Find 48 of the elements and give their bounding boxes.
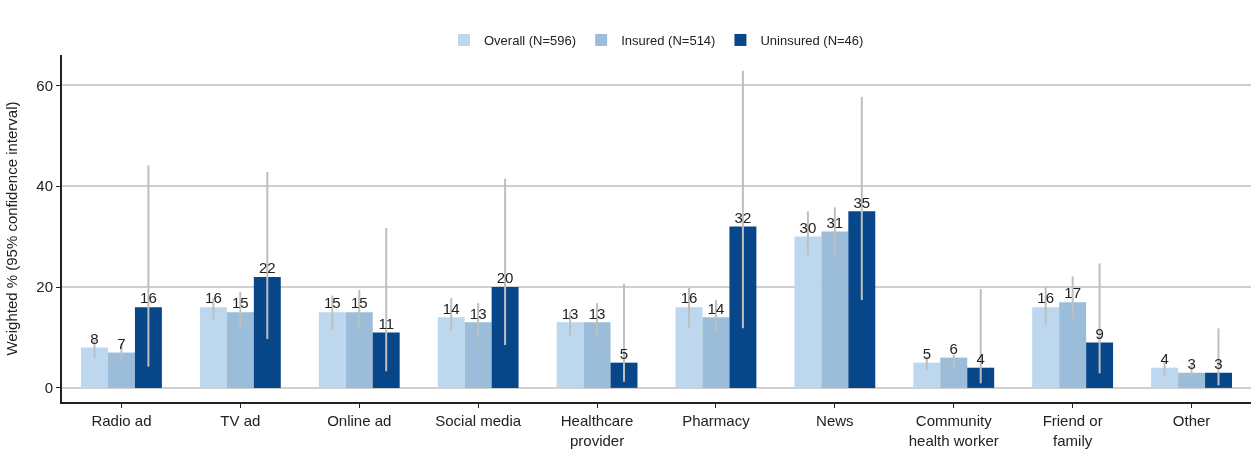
data-label: 13	[588, 304, 606, 322]
data-label: 31	[826, 213, 844, 231]
data-label: 30	[799, 218, 817, 236]
data-label: 16	[680, 289, 698, 307]
y-tick-label: 0	[44, 379, 53, 397]
y-tick-label: 60	[36, 76, 53, 94]
data-label: 13	[561, 304, 579, 322]
y-axis-title: Weighted % (95% confidence interval)	[3, 101, 21, 356]
data-label: 14	[442, 299, 460, 317]
data-label: 17	[1064, 284, 1081, 302]
data-label: 32	[734, 208, 752, 226]
y-tick-label: 20	[36, 278, 53, 296]
data-label: 15	[323, 294, 341, 312]
data-label: 20	[496, 269, 514, 287]
data-label: 16	[140, 289, 157, 307]
data-label: 4	[976, 349, 985, 367]
data-label: 3	[1187, 355, 1196, 372]
data-label: 13	[469, 304, 487, 322]
data-label: 14	[707, 299, 725, 317]
data-label: 5	[922, 344, 931, 362]
data-label: 4	[1160, 349, 1169, 367]
x-tick-label: Pharmacy	[682, 412, 751, 429]
data-label: 35	[853, 193, 871, 211]
x-tick-label: Radio ad	[91, 412, 152, 429]
data-label: 9	[1095, 324, 1104, 342]
x-tick-label: Healthcare provider	[560, 412, 634, 449]
data-label: 16	[205, 289, 222, 307]
data-label: 15	[350, 294, 368, 312]
x-tick-label: Friend or family	[1042, 412, 1103, 449]
data-label: 8	[90, 329, 99, 347]
data-label: 7	[117, 334, 126, 352]
legend-label: Overall (N=596)	[484, 33, 577, 49]
y-tick-label: 40	[36, 177, 53, 195]
data-label: 3	[1214, 355, 1223, 372]
x-tick-label: News	[816, 412, 854, 429]
legend-label: Insured (N=514)	[621, 33, 716, 49]
x-tick-label: Online ad	[327, 412, 392, 429]
data-label: 15	[232, 294, 249, 312]
x-tick-label: Community health worker	[908, 412, 999, 449]
x-tick-label: Other	[1172, 412, 1211, 429]
data-label: 22	[258, 259, 276, 277]
data-label: 16	[1037, 289, 1055, 307]
x-tick-label: TV ad	[220, 412, 261, 429]
x-tick-label: Social media	[435, 412, 522, 429]
data-label: 11	[378, 314, 394, 332]
legend-label: Uninsured (N=46)	[760, 33, 864, 49]
data-label: 6	[949, 339, 958, 357]
data-label: 5	[619, 344, 629, 362]
